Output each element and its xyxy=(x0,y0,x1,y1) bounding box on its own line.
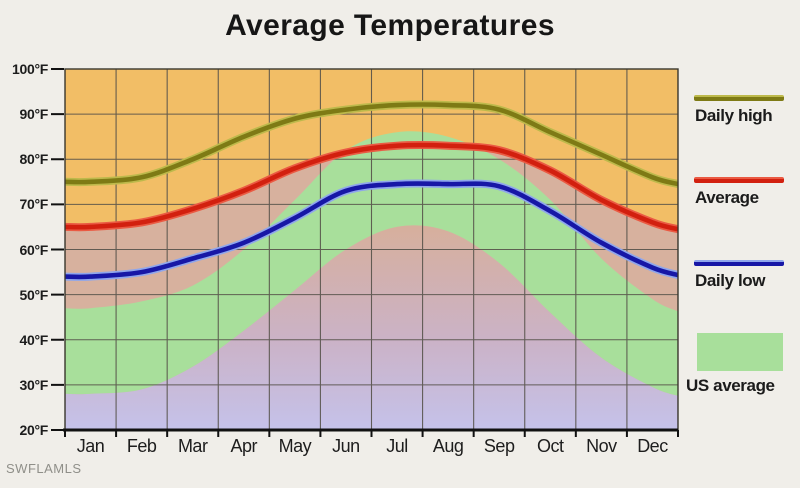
y-tick-label: 30°F xyxy=(19,376,48,393)
us-average-swatch xyxy=(697,333,783,371)
x-tick-label-mar: Mar xyxy=(177,436,208,456)
daily-high-line xyxy=(65,102,678,187)
legend-label-daily-low: Daily low xyxy=(695,271,766,290)
y-tick-label: 40°F xyxy=(19,331,48,348)
x-tick-label-may: May xyxy=(278,436,312,456)
y-tick-label: 100°F xyxy=(11,61,48,77)
x-tick-label-sep: Sep xyxy=(483,436,515,456)
x-tick-label-apr: Apr xyxy=(230,436,258,456)
y-tick-label: 70°F xyxy=(19,196,48,213)
x-tick-label-oct: Oct xyxy=(537,436,564,456)
x-tick-label-feb: Feb xyxy=(126,436,157,456)
y-tick-label: 80°F xyxy=(19,151,48,168)
x-tick-label-jan: Jan xyxy=(76,436,105,456)
y-tick-label: 20°F xyxy=(19,422,48,438)
legend-item-average: Average xyxy=(686,177,798,208)
x-tick-label-jun: Jun xyxy=(332,436,360,456)
y-tick-label: 60°F xyxy=(19,241,48,258)
y-tick-label: 50°F xyxy=(19,286,48,303)
daily-low-swatch xyxy=(694,260,784,266)
legend-item-daily-high: Daily high xyxy=(686,95,798,126)
x-tick-label-dec: Dec xyxy=(637,436,668,456)
legend-item-us-average: US average xyxy=(686,333,798,396)
watermark: SWFLAMLS xyxy=(6,461,82,476)
x-tick-label-jul: Jul xyxy=(386,436,408,456)
daily-low-line xyxy=(65,181,678,280)
plot-area xyxy=(65,69,678,430)
x-tick-label-nov: Nov xyxy=(586,436,617,456)
legend-item-daily-low: Daily low xyxy=(686,260,798,291)
x-axis-ticks xyxy=(64,430,679,437)
x-tick-label-aug: Aug xyxy=(432,436,464,456)
legend-label-average: Average xyxy=(695,188,759,207)
y-tick-label: 90°F xyxy=(19,106,48,123)
average-swatch xyxy=(694,177,784,183)
y-axis-ticks xyxy=(51,68,64,431)
average-line xyxy=(65,142,678,232)
legend-label-daily-high: Daily high xyxy=(695,106,773,125)
chart-title: Average Temperatures xyxy=(225,9,555,42)
daily-high-swatch xyxy=(694,95,784,101)
legend-label-us-average: US average xyxy=(686,376,775,395)
